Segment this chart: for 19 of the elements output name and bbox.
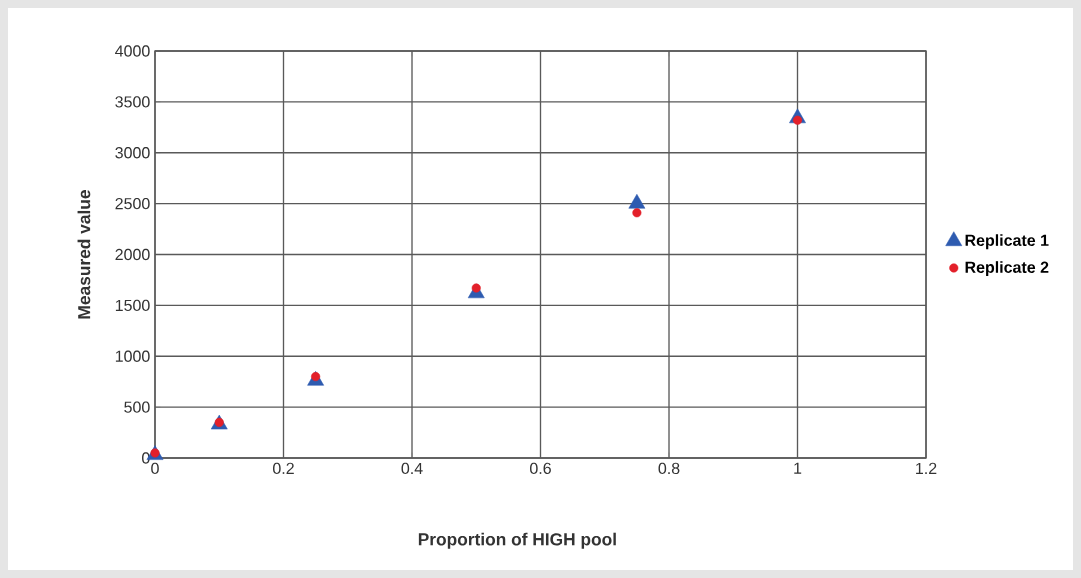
y-tick-label: 2000 bbox=[115, 248, 150, 261]
y-tick-label: 3500 bbox=[115, 96, 150, 108]
y-tick-label: 3000 bbox=[115, 147, 150, 159]
x-tick-label: 0.8 bbox=[658, 462, 680, 475]
y-tick-label: 500 bbox=[124, 401, 150, 413]
y-tick-label: 2500 bbox=[115, 197, 150, 210]
x-axis-title: Proportion of HIGH pool bbox=[418, 532, 616, 549]
legend-label: Replicate 1 bbox=[965, 234, 1049, 250]
x-tick-label: 1.2 bbox=[916, 462, 937, 474]
y-tick-label: 1500 bbox=[115, 299, 150, 312]
y-axis-title: Measured value bbox=[77, 190, 91, 319]
y-tick-label: 4000 bbox=[115, 45, 150, 57]
x-tick-label: 1 bbox=[794, 462, 802, 474]
y-tick-label: 1000 bbox=[115, 350, 150, 362]
x-tick-label: 0.2 bbox=[273, 462, 294, 475]
x-tick-label: 0 bbox=[151, 462, 159, 475]
x-tick-label: 0.4 bbox=[401, 462, 423, 475]
x-tick-label: 0.6 bbox=[530, 462, 551, 475]
legend-label: Replicate 2 bbox=[965, 261, 1049, 277]
